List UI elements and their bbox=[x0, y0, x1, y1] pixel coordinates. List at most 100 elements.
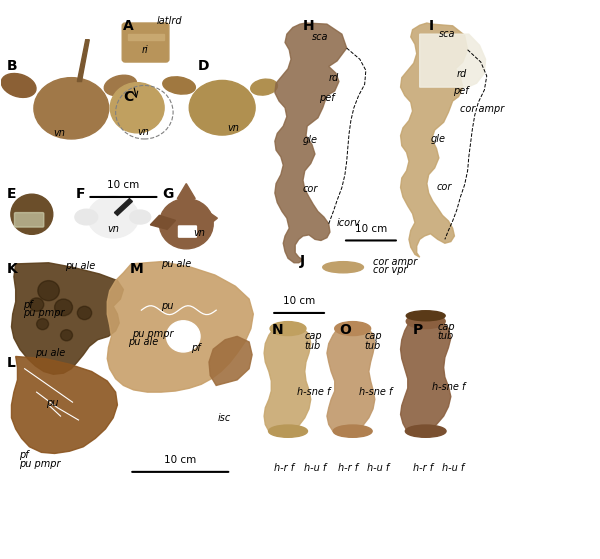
Text: pu ale: pu ale bbox=[161, 259, 191, 269]
Ellipse shape bbox=[104, 75, 137, 96]
Circle shape bbox=[77, 306, 92, 320]
Text: h-u f: h-u f bbox=[442, 463, 464, 473]
Text: vn: vn bbox=[193, 228, 205, 238]
Text: h-sne f: h-sne f bbox=[297, 387, 331, 397]
Ellipse shape bbox=[333, 425, 372, 437]
Ellipse shape bbox=[406, 311, 445, 321]
Text: H: H bbox=[303, 18, 314, 32]
Text: pu pmpr: pu pmpr bbox=[133, 329, 174, 339]
Ellipse shape bbox=[130, 210, 151, 224]
Polygon shape bbox=[11, 357, 118, 453]
Circle shape bbox=[61, 330, 73, 341]
Text: I: I bbox=[429, 18, 434, 32]
Text: cap: cap bbox=[365, 331, 382, 342]
Ellipse shape bbox=[323, 262, 364, 273]
Text: 10 cm: 10 cm bbox=[164, 455, 196, 465]
FancyBboxPatch shape bbox=[14, 212, 44, 227]
Polygon shape bbox=[115, 198, 133, 215]
Text: tub: tub bbox=[305, 342, 321, 352]
Text: h-r f: h-r f bbox=[338, 463, 358, 473]
Ellipse shape bbox=[88, 196, 139, 238]
Text: h-u f: h-u f bbox=[304, 463, 326, 473]
Text: h-r f: h-r f bbox=[413, 463, 433, 473]
Text: pf: pf bbox=[191, 343, 200, 353]
Text: cor ampr: cor ampr bbox=[460, 105, 505, 115]
Text: rd: rd bbox=[457, 69, 467, 79]
Text: tub: tub bbox=[365, 342, 381, 352]
Ellipse shape bbox=[335, 321, 371, 335]
Polygon shape bbox=[151, 215, 175, 229]
Text: cor: cor bbox=[303, 184, 319, 194]
Text: tub: tub bbox=[437, 331, 454, 342]
Text: pu pmpr: pu pmpr bbox=[23, 308, 65, 318]
Text: J: J bbox=[300, 254, 305, 268]
Polygon shape bbox=[401, 23, 467, 257]
Text: C: C bbox=[124, 90, 134, 104]
Text: 10 cm: 10 cm bbox=[107, 181, 140, 190]
Polygon shape bbox=[264, 324, 311, 434]
Ellipse shape bbox=[163, 77, 196, 94]
Circle shape bbox=[55, 299, 73, 316]
Text: sca: sca bbox=[312, 32, 328, 42]
Text: pu pmpr: pu pmpr bbox=[19, 458, 60, 468]
Text: A: A bbox=[124, 18, 134, 32]
Polygon shape bbox=[128, 34, 164, 40]
Text: E: E bbox=[7, 187, 16, 201]
Text: ri: ri bbox=[142, 45, 148, 55]
Text: cor vpr: cor vpr bbox=[373, 265, 407, 275]
Ellipse shape bbox=[110, 83, 164, 133]
Ellipse shape bbox=[11, 194, 53, 234]
Text: gle: gle bbox=[302, 135, 317, 145]
Ellipse shape bbox=[189, 80, 255, 135]
Circle shape bbox=[167, 321, 200, 352]
Text: rd: rd bbox=[329, 73, 339, 83]
Text: D: D bbox=[198, 59, 210, 73]
Ellipse shape bbox=[75, 209, 98, 225]
Text: vn: vn bbox=[107, 224, 119, 234]
Text: cor: cor bbox=[436, 182, 452, 192]
Polygon shape bbox=[327, 324, 375, 434]
Polygon shape bbox=[420, 34, 485, 87]
Circle shape bbox=[37, 319, 49, 330]
Polygon shape bbox=[177, 183, 195, 198]
Text: K: K bbox=[7, 262, 17, 276]
Text: pu: pu bbox=[46, 399, 58, 408]
Polygon shape bbox=[107, 262, 253, 392]
Text: L: L bbox=[7, 357, 16, 371]
Ellipse shape bbox=[251, 79, 277, 95]
Text: gle: gle bbox=[430, 134, 445, 144]
Ellipse shape bbox=[160, 198, 213, 249]
Ellipse shape bbox=[270, 321, 306, 335]
FancyBboxPatch shape bbox=[178, 226, 196, 237]
Text: 10 cm: 10 cm bbox=[355, 224, 387, 234]
Text: vn: vn bbox=[137, 127, 149, 137]
Polygon shape bbox=[275, 23, 347, 263]
Text: h-sne f: h-sne f bbox=[359, 387, 392, 397]
Ellipse shape bbox=[34, 78, 109, 139]
Text: P: P bbox=[413, 323, 423, 337]
Polygon shape bbox=[77, 40, 89, 82]
Text: pu ale: pu ale bbox=[35, 348, 65, 358]
Text: pu: pu bbox=[161, 301, 173, 311]
Text: vn: vn bbox=[53, 129, 65, 139]
Ellipse shape bbox=[406, 425, 446, 437]
Text: sca: sca bbox=[439, 29, 455, 39]
Circle shape bbox=[38, 281, 59, 301]
Text: pu ale: pu ale bbox=[65, 260, 95, 271]
Text: M: M bbox=[130, 262, 143, 276]
Text: O: O bbox=[339, 323, 351, 337]
Polygon shape bbox=[209, 337, 252, 386]
Text: pf: pf bbox=[19, 450, 28, 460]
Text: h-sne f: h-sne f bbox=[431, 382, 465, 391]
Text: G: G bbox=[163, 187, 173, 201]
FancyBboxPatch shape bbox=[122, 23, 169, 62]
Text: pef: pef bbox=[452, 86, 468, 96]
Text: h-r f: h-r f bbox=[274, 463, 294, 473]
Text: pu ale: pu ale bbox=[128, 337, 158, 347]
Text: latlrd: latlrd bbox=[157, 16, 182, 26]
Text: B: B bbox=[7, 59, 17, 73]
Text: cor ampr: cor ampr bbox=[373, 257, 417, 267]
Text: vn: vn bbox=[227, 123, 239, 133]
Text: icorv: icorv bbox=[337, 217, 361, 228]
Circle shape bbox=[29, 298, 44, 311]
